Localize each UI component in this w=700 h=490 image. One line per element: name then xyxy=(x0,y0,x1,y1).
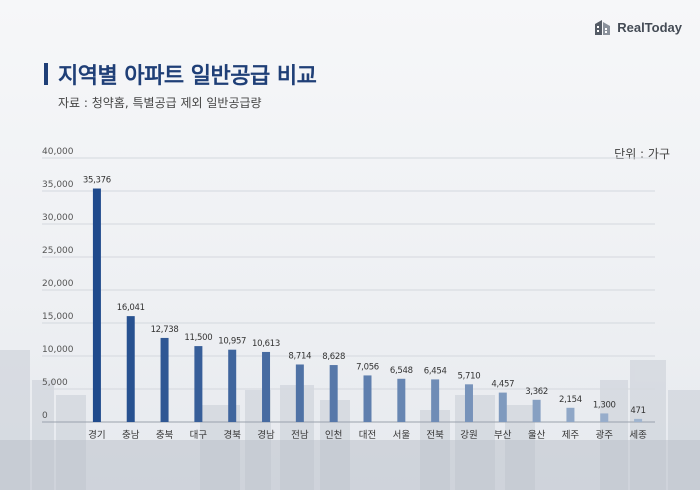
bar-value-label: 16,041 xyxy=(117,303,145,313)
x-category-label: 전남 xyxy=(291,430,309,441)
x-category-label: 대구 xyxy=(190,430,208,441)
x-category-label: 광주 xyxy=(596,429,614,441)
x-category-label: 충북 xyxy=(156,430,174,441)
y-tick-label: 0 xyxy=(42,411,48,421)
bar-value-label: 471 xyxy=(630,406,645,416)
bar xyxy=(634,418,643,422)
building-logo-icon xyxy=(595,20,611,35)
y-tick-label: 25,000 xyxy=(42,246,74,256)
title-accent-bar xyxy=(44,63,48,85)
bar xyxy=(431,379,440,422)
bar xyxy=(329,365,338,422)
bar-value-label: 1,300 xyxy=(593,400,616,410)
x-category-label: 서울 xyxy=(393,430,411,441)
x-category-label: 울산 xyxy=(528,430,546,441)
bar xyxy=(262,351,271,422)
bar-value-label: 7,056 xyxy=(356,362,379,372)
bar-value-label: 12,738 xyxy=(151,325,179,335)
bar-value-label: 4,457 xyxy=(491,380,514,390)
x-category-label: 충남 xyxy=(122,430,140,441)
page-title-block: 지역별 아파트 일반공급 비교 xyxy=(44,58,317,90)
brand-name: RealToday xyxy=(617,19,682,35)
bar xyxy=(532,399,541,422)
bar xyxy=(600,413,609,422)
bar-value-label: 2,154 xyxy=(559,395,582,405)
y-tick-label: 5,000 xyxy=(42,378,68,388)
x-category-label: 제주 xyxy=(562,430,580,441)
bar xyxy=(126,316,135,422)
bar xyxy=(92,188,101,422)
bar-value-label: 35,376 xyxy=(83,176,111,186)
bar xyxy=(228,349,237,422)
bar xyxy=(194,346,203,422)
x-category-label: 부산 xyxy=(494,430,512,441)
x-category-label: 세종 xyxy=(629,430,647,441)
bar-value-label: 10,957 xyxy=(218,337,246,347)
bar-value-label: 10,613 xyxy=(252,339,280,349)
bar-value-label: 8,628 xyxy=(322,352,345,362)
x-category-label: 강원 xyxy=(460,430,477,441)
y-tick-label: 15,000 xyxy=(42,312,74,322)
x-category-label: 전북 xyxy=(426,430,444,441)
x-category-label: 경기 xyxy=(88,429,105,441)
bar xyxy=(397,378,406,422)
bar-value-label: 3,362 xyxy=(525,387,548,397)
bar xyxy=(160,337,169,422)
bar-value-label: 11,500 xyxy=(184,333,212,343)
bar xyxy=(498,392,507,422)
bar-value-label: 6,454 xyxy=(424,366,447,376)
y-tick-label: 40,000 xyxy=(42,147,74,157)
x-category-label: 인천 xyxy=(325,430,342,441)
bar xyxy=(566,407,575,422)
bar xyxy=(295,364,304,422)
bar-value-label: 5,710 xyxy=(458,371,481,381)
bar xyxy=(464,384,473,422)
bar xyxy=(363,375,372,422)
page-title: 지역별 아파트 일반공급 비교 xyxy=(58,64,317,89)
y-tick-label: 20,000 xyxy=(42,279,74,289)
bar-value-label: 8,714 xyxy=(288,351,311,361)
x-category-label: 경남 xyxy=(257,429,275,441)
y-tick-label: 10,000 xyxy=(42,345,74,355)
x-category-label: 경북 xyxy=(223,429,241,441)
x-category-label: 대전 xyxy=(359,430,376,441)
y-tick-label: 30,000 xyxy=(42,213,74,223)
source-note: 자료 : 청약홈, 특별공급 제외 일반공급량 xyxy=(58,96,262,110)
bar-value-label: 6,548 xyxy=(390,366,413,376)
y-tick-label: 35,000 xyxy=(42,180,74,190)
brand-logo: RealToday xyxy=(594,18,682,36)
